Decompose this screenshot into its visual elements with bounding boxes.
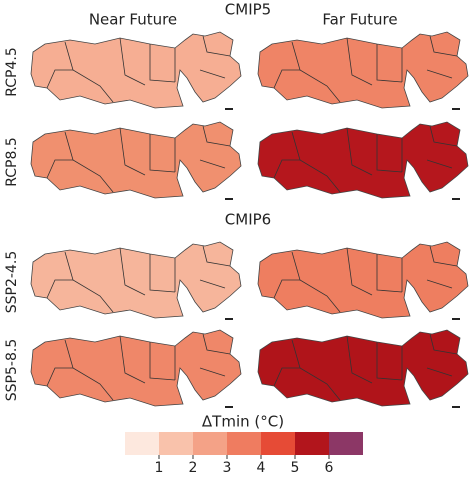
scale-bar (225, 108, 233, 110)
map-panel (30, 31, 242, 110)
row-label: SSP2-4.5 (4, 251, 20, 313)
scale-bar (225, 318, 233, 320)
colorbar-bin (329, 432, 363, 455)
colorbar-bin (261, 432, 295, 455)
map-panel (257, 329, 469, 408)
column-title: Far Future (322, 11, 397, 29)
colorbar-tick-label: 2 (189, 460, 198, 476)
row-label: RCP8.5 (4, 137, 20, 187)
colorbar-tick-label: 6 (325, 460, 334, 476)
row-label: RCP4.5 (4, 47, 20, 97)
group-title: CMIP5 (225, 1, 271, 19)
scale-bar (452, 406, 460, 408)
scale-bar (452, 318, 460, 320)
colorbar-bin (193, 432, 227, 455)
colorbar-bin (295, 432, 329, 455)
group-title: CMIP6 (225, 211, 271, 229)
map-panel (257, 31, 469, 110)
colorbar-bin (125, 432, 159, 455)
scale-bar (452, 108, 460, 110)
map-panel (30, 241, 242, 320)
colorbar: 1 2 3 4 5 6 (125, 432, 363, 476)
row-label: SSP5-8.5 (4, 339, 20, 401)
scale-bar (225, 406, 233, 408)
map-panel (30, 329, 242, 408)
map-panel (30, 121, 242, 200)
map-panels (30, 31, 469, 408)
colorbar-bin (227, 432, 261, 455)
map-panel (257, 241, 469, 320)
colorbar-title: ΔTmin (°C) (202, 413, 284, 431)
colorbar-bin (159, 432, 193, 455)
scale-bar (452, 198, 460, 200)
map-panel (257, 121, 469, 200)
column-title: Near Future (89, 11, 177, 29)
colorbar-tick-label: 5 (291, 460, 300, 476)
colorbar-tick-label: 3 (223, 460, 232, 476)
colorbar-tick-label: 1 (155, 460, 164, 476)
colorbar-tick-label: 4 (257, 460, 266, 476)
scale-bar (225, 198, 233, 200)
